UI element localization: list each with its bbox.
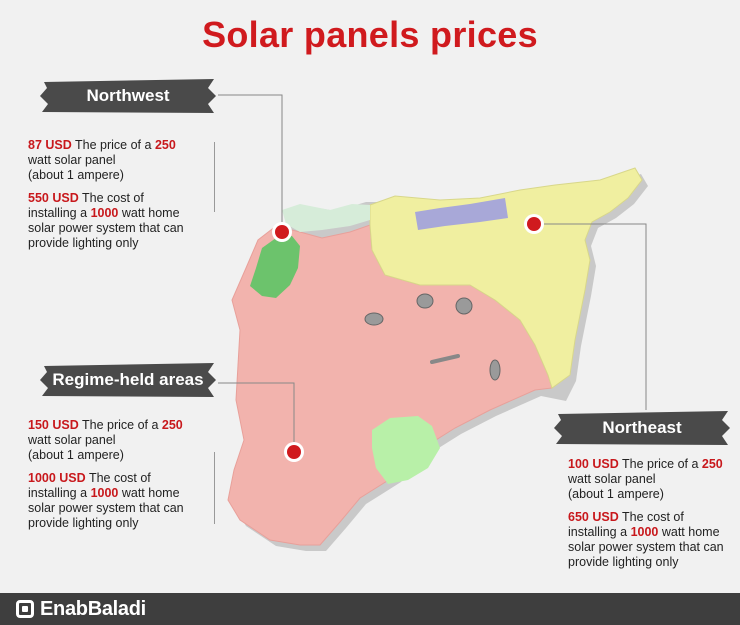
banner-regime: Regime-held areas [38, 360, 218, 400]
grey-patch [455, 297, 473, 315]
marker-northeast [524, 214, 544, 234]
connector-line-northwest [218, 94, 283, 232]
panel-price-text: 100 USD The price of a 250 watt solar pa… [568, 457, 723, 501]
system-cost-text: 550 USD The cost of installing a 1000 wa… [28, 191, 184, 250]
northwest-region [250, 236, 300, 298]
connector-line-northeast [534, 223, 647, 410]
turkish-held-zone [282, 204, 370, 232]
panel-price-text: 150 USD The price of a 250 watt solar pa… [28, 418, 183, 462]
grey-patch [489, 359, 501, 381]
brand-logo: EnabBaladi [16, 593, 146, 625]
system-cost-text: 1000 USD The cost of installing a 1000 w… [28, 471, 184, 530]
panel-price-text: 87 USD The price of a 250 watt solar pan… [28, 138, 176, 182]
banner-label: Northeast [602, 418, 682, 437]
divider-line [214, 452, 215, 524]
footer-bar: EnabBaladi [0, 593, 740, 625]
page-title: Solar panels prices [202, 14, 538, 55]
banner-northwest: Northwest [38, 76, 218, 116]
grey-patch [364, 312, 384, 326]
kurdish-zone [415, 198, 508, 230]
brand-name: EnabBaladi [40, 598, 146, 620]
banner-label: Regime-held areas [52, 370, 204, 389]
logo-icon [16, 600, 34, 618]
grey-patch [416, 293, 434, 309]
south-green-zone [372, 416, 440, 484]
banner-northeast: Northeast [552, 408, 732, 448]
grey-patch [430, 354, 460, 364]
system-cost-text: 650 USD The cost of installing a 1000 wa… [568, 510, 724, 569]
info-northeast: 100 USD The price of a 250 watt solar pa… [568, 457, 740, 578]
info-northwest: 87 USD The price of a 250 watt solar pan… [28, 138, 218, 259]
info-regime: 150 USD The price of a 250 watt solar pa… [28, 418, 218, 539]
marker-northwest [272, 222, 292, 242]
banner-label: Northwest [86, 86, 170, 105]
divider-line [214, 142, 215, 212]
marker-regime [284, 442, 304, 462]
connector-line-regime [218, 382, 295, 450]
